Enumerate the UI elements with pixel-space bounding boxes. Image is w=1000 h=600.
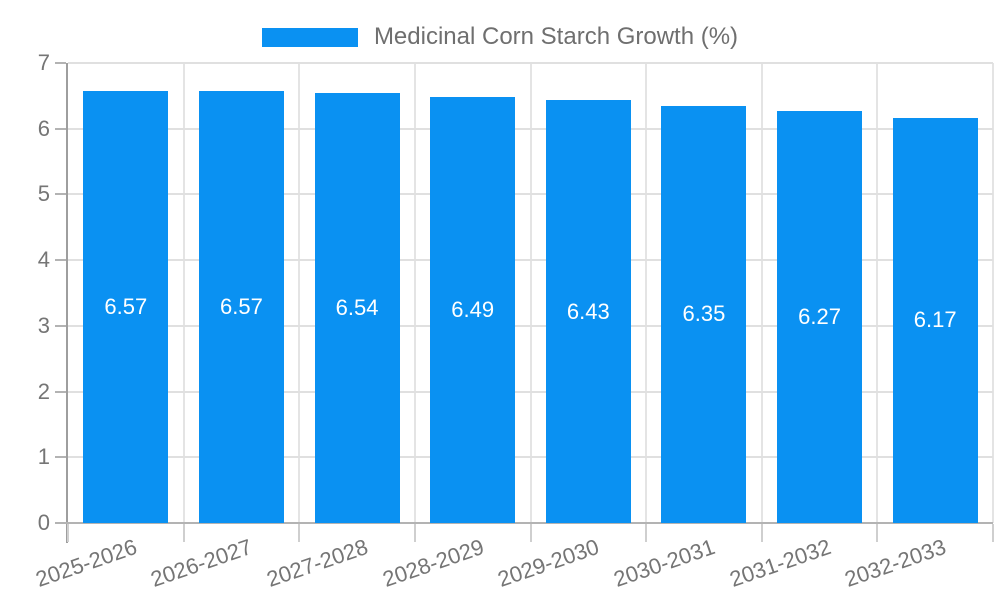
- bar[interactable]: [83, 91, 169, 523]
- x-axis-tick: [298, 524, 301, 542]
- y-axis-label: 1: [37, 444, 50, 470]
- y-axis-tick: [55, 456, 66, 459]
- bar-value-label: 6.27: [798, 303, 841, 329]
- y-axis-tick: [55, 193, 66, 196]
- vertical-gridline: [529, 63, 532, 523]
- y-axis-label: 0: [37, 510, 50, 535]
- x-axis-tick: [760, 524, 763, 542]
- y-axis-label: 6: [37, 115, 50, 141]
- y-axis-tick: [55, 324, 66, 327]
- horizontal-gridline: [68, 390, 993, 393]
- bar-value-label: 6.54: [335, 295, 379, 321]
- bar-value-label: 6.57: [220, 294, 263, 320]
- y-axis-tick: [55, 522, 66, 524]
- x-axis-tick: [529, 524, 532, 542]
- y-axis-label: 7: [37, 50, 50, 75]
- bar[interactable]: [314, 93, 400, 523]
- x-axis-tick: [992, 524, 994, 542]
- bar[interactable]: [777, 110, 863, 523]
- horizontal-gridline: [68, 259, 993, 262]
- vertical-gridline: [992, 63, 994, 523]
- vertical-gridline: [413, 63, 416, 523]
- y-axis-label: 4: [37, 247, 50, 273]
- bar[interactable]: [892, 117, 978, 523]
- horizontal-gridline: [68, 193, 993, 196]
- y-axis-tick: [55, 390, 66, 393]
- legend-label: Medicinal Corn Starch Growth (%): [373, 23, 739, 50]
- bar[interactable]: [198, 91, 284, 523]
- bar-value-label: 6.49: [451, 296, 495, 322]
- bar-value-label: 6.57: [104, 294, 148, 320]
- vertical-gridline: [645, 63, 648, 523]
- x-axis-tick: [413, 524, 416, 542]
- x-axis-tick: [67, 524, 69, 542]
- horizontal-gridline: [68, 324, 993, 327]
- bar[interactable]: [430, 96, 516, 523]
- vertical-gridline: [182, 63, 185, 523]
- vertical-gridline: [876, 63, 879, 523]
- y-axis-tick: [55, 127, 66, 130]
- vertical-gridline: [298, 63, 301, 523]
- y-axis-line: [66, 63, 68, 543]
- horizontal-gridline: [68, 456, 993, 459]
- bar[interactable]: [661, 105, 747, 523]
- chart-legend: Medicinal Corn Starch Growth (%): [0, 23, 1000, 50]
- x-axis-tick: [182, 524, 185, 542]
- vertical-gridline: [760, 63, 763, 523]
- bar[interactable]: [545, 100, 631, 523]
- y-axis-label: 3: [37, 312, 50, 338]
- x-axis-tick: [876, 524, 879, 542]
- y-axis-label: 5: [37, 181, 50, 207]
- x-axis-tick: [645, 524, 648, 542]
- bar-value-label: 6.43: [566, 298, 610, 324]
- x-axis-line: [66, 522, 993, 524]
- y-axis-tick: [55, 259, 66, 262]
- bar-value-label: 6.17: [913, 307, 957, 333]
- horizontal-gridline: [68, 62, 993, 64]
- y-axis-tick: [55, 62, 66, 64]
- horizontal-gridline: [68, 127, 993, 130]
- legend-swatch: [261, 27, 358, 47]
- y-axis-label: 2: [37, 378, 50, 404]
- bar-value-label: 6.35: [682, 301, 726, 327]
